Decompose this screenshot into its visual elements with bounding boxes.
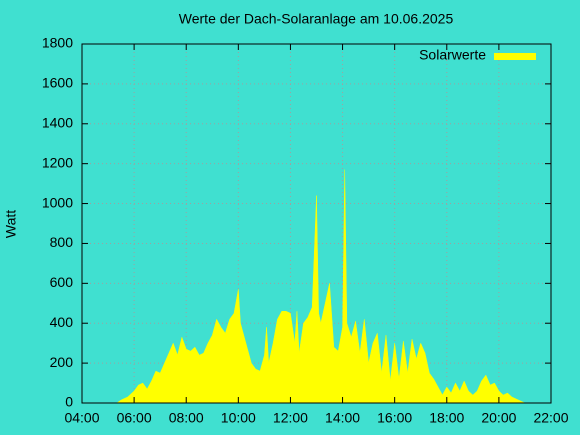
x-tick-label: 14:00 [325,410,360,426]
plot-frame [81,43,552,404]
y-tick-label: 600 [50,274,74,290]
area [115,169,526,404]
x-tick-label: 16:00 [377,410,412,426]
legend-label: Solarwerte [419,47,486,63]
x-tick-label: 18:00 [429,410,464,426]
y-tick-label: 0 [65,394,73,410]
x-tick-label: 06:00 [117,410,152,426]
legend-swatch [494,53,536,60]
x-tick-label: 04:00 [64,410,99,426]
y-tick-label: 1400 [42,114,73,130]
y-tick-label: 1600 [42,75,73,91]
y-tick-label: 200 [50,354,74,370]
chart-title: Werte der Dach-Solaranlage am 10.06.2025 [179,11,454,27]
x-tick-label: 12:00 [273,410,308,426]
x-tick-label: 20:00 [481,410,516,426]
x-tick-label: 10:00 [221,410,256,426]
y-tick-label: 1200 [42,154,73,170]
x-tick-label: 22:00 [533,410,568,426]
y-tick-label: 1800 [42,35,73,51]
y-tick-label: 400 [50,314,74,330]
y-tick-label: 1000 [42,194,73,210]
y-axis-label: Watt [3,210,19,238]
x-tick-label: 08:00 [169,410,204,426]
y-tick-label: 800 [50,234,74,250]
